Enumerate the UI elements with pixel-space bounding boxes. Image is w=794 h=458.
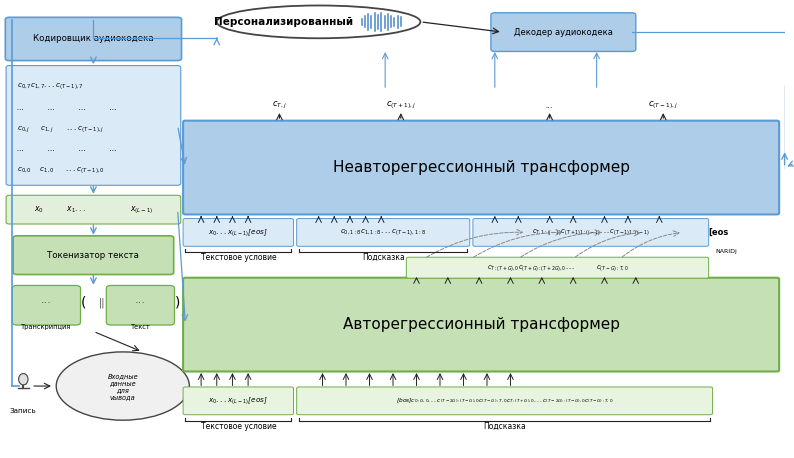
- FancyBboxPatch shape: [6, 65, 181, 185]
- FancyBboxPatch shape: [183, 278, 779, 371]
- Text: Кодировщик аудиокодека: Кодировщик аудиокодека: [33, 34, 154, 44]
- FancyBboxPatch shape: [13, 236, 174, 274]
- Text: Текстовое условие: Текстовое условие: [201, 253, 276, 262]
- Text: Подсказка: Подсказка: [484, 422, 526, 431]
- FancyBboxPatch shape: [491, 13, 636, 51]
- FancyBboxPatch shape: [297, 387, 712, 415]
- Text: ...          ...          ...          ...: ... ... ... ...: [17, 147, 117, 153]
- Text: ||: ||: [98, 298, 105, 308]
- FancyBboxPatch shape: [6, 17, 182, 60]
- Text: $c_{0,0}$    $c_{1,0}$     $...c_{(T-1),0}$: $c_{0,0}$ $c_{1,0}$ $...c_{(T-1),0}$: [17, 165, 105, 174]
- Text: $c_{T:(T+G),0}c_{(T+G):(T+2G),0}...$          $c_{(T-G):T,0}$: $c_{T:(T+G),0}c_{(T+G):(T+2G),0}...$ $c_…: [487, 263, 628, 273]
- FancyBboxPatch shape: [106, 285, 175, 325]
- Text: Персонализированный: Персонализированный: [214, 17, 353, 27]
- Text: ⏶: ⏶: [21, 374, 26, 384]
- Text: $c_{0,7}c_{1,7}...c_{(T-1),7}$: $c_{0,7}c_{1,7}...c_{(T-1),7}$: [17, 81, 83, 91]
- Text: ...          ...          ...          ...: ... ... ... ...: [17, 105, 117, 111]
- FancyBboxPatch shape: [6, 195, 181, 224]
- FancyBboxPatch shape: [183, 120, 779, 214]
- FancyBboxPatch shape: [13, 285, 80, 325]
- Text: $x_0$          $x_1...$                  $x_{(L-1)}$: $x_0$ $x_1...$ $x_{(L-1)}$: [34, 204, 153, 216]
- FancyBboxPatch shape: [473, 218, 708, 246]
- Ellipse shape: [18, 374, 28, 385]
- FancyBboxPatch shape: [297, 218, 470, 246]
- Text: ...: ...: [545, 101, 553, 109]
- Text: $c_{0,1:8}c_{1,1:8}...c_{(T-1),1:8}$: $c_{0,1:8}c_{1,1:8}...c_{(T-1),1:8}$: [340, 228, 426, 237]
- Text: Токенизатор текста: Токенизатор текста: [48, 251, 140, 260]
- Text: $c_{(T+1),j}$: $c_{(T+1),j}$: [386, 100, 416, 111]
- Text: $c_{T,j}$: $c_{T,j}$: [272, 100, 287, 111]
- Text: Подсказка: Подсказка: [362, 253, 405, 262]
- Text: ···: ···: [135, 298, 146, 308]
- Text: (: (: [81, 296, 87, 310]
- Text: $c_{0,j}$     $c_{1,j}$      $...c_{(T-1),j}$: $c_{0,j}$ $c_{1,j}$ $...c_{(T-1),j}$: [17, 124, 104, 134]
- FancyBboxPatch shape: [407, 257, 708, 278]
- Text: ···: ···: [41, 298, 52, 308]
- Text: $c_{T,1:(j-1)}c_{(T+1)1:(j-1)}...c_{(T-1)1:(j-1)}$: $c_{T,1:(j-1)}c_{(T+1)1:(j-1)}...c_{(T-1…: [532, 228, 649, 237]
- Text: Транскрипция: Транскрипция: [21, 324, 71, 330]
- Ellipse shape: [217, 5, 420, 38]
- FancyBboxPatch shape: [183, 387, 294, 415]
- Text: Неавторегрессионный трансформер: Неавторегрессионный трансформер: [333, 160, 630, 175]
- Text: Текстовое условие: Текстовое условие: [201, 422, 276, 431]
- FancyBboxPatch shape: [183, 218, 294, 246]
- Text: NARIDj: NARIDj: [715, 249, 737, 254]
- Text: Запись: Запись: [10, 408, 37, 414]
- Text: Текст: Текст: [130, 324, 150, 330]
- Text: Входные
данные
для
vывода: Входные данные для vывода: [107, 372, 138, 399]
- Text: [eos: [eos: [708, 228, 728, 237]
- Text: $x_0...x_{(L-1)}$[eos]: $x_0...x_{(L-1)}$[eos]: [208, 227, 268, 238]
- Ellipse shape: [56, 352, 189, 420]
- Text: $c_{(T-1),j}$: $c_{(T-1),j}$: [648, 100, 678, 111]
- Text: Авторегрессионный трансформер: Авторегрессионный трансформер: [343, 317, 619, 332]
- Text: [bos]$c_{0:G,0}...c_{(T-2G):(T-G),0}c_{(T-G):T,0}c_{T:(T+G),0}...c_{(T-2G):(T-G): [bos]$c_{0:G,0}...c_{(T-2G):(T-G),0}c_{(…: [396, 397, 613, 405]
- Text: Декодер аудиокодека: Декодер аудиокодека: [514, 27, 613, 37]
- Text: ): ): [175, 296, 180, 310]
- Text: $x_0...x_{(L-1)}$[eos]: $x_0...x_{(L-1)}$[eos]: [208, 395, 268, 406]
